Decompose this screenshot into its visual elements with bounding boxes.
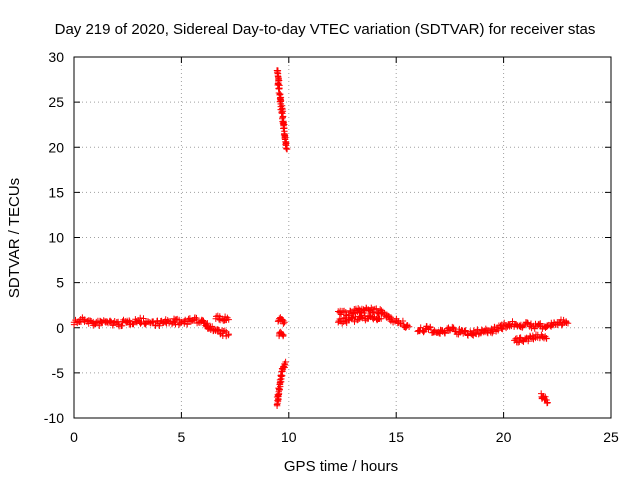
data-point-fill — [366, 312, 373, 319]
data-points — [70, 67, 572, 409]
data-point-fill — [543, 335, 550, 342]
y-tick-label: 20 — [48, 139, 64, 155]
data-point — [282, 358, 289, 366]
data-point-fill — [164, 317, 171, 324]
data-point-fill — [278, 109, 285, 116]
data-point-fill — [96, 322, 103, 329]
data-point-fill — [279, 332, 287, 340]
data-point-fill — [512, 335, 519, 343]
x-tick-label: 25 — [603, 429, 619, 445]
data-point-fill — [519, 323, 526, 330]
data-point-fill — [498, 325, 505, 332]
data-point-fill — [193, 314, 200, 322]
data-point-fill — [203, 321, 210, 328]
y-tick-label: 25 — [48, 94, 64, 110]
data-point-fill — [221, 327, 228, 334]
data-point-fill — [204, 320, 211, 327]
y-tick-label: 5 — [56, 275, 64, 291]
data-point-fill — [280, 124, 287, 132]
y-axis-label: SDTVAR / TECUs — [6, 178, 23, 298]
y-tick-label: -10 — [44, 410, 64, 426]
x-tick-label: 15 — [388, 429, 404, 445]
data-point-fill — [449, 323, 456, 331]
axis-ticks: 0 5 10 15 20 25 -10 -5 0 5 10 15 20 25 30 — [44, 49, 619, 445]
y-tick-label: 30 — [48, 49, 64, 65]
x-tick-label: 5 — [178, 429, 186, 445]
data-point-fill — [544, 399, 551, 406]
data-point-fill — [224, 314, 231, 321]
data-point-fill — [495, 327, 502, 334]
data-point-fill — [482, 325, 489, 332]
data-point-fill — [404, 322, 411, 329]
data-point-fill — [527, 321, 534, 329]
x-tick-label: 0 — [70, 429, 78, 445]
data-point-fill — [280, 363, 287, 370]
data-point-fill — [342, 309, 349, 316]
grid — [74, 57, 611, 418]
chart-title: Day 219 of 2020, Sidereal Day-to-day VTE… — [55, 21, 596, 38]
data-point-fill — [497, 322, 504, 329]
data-point-fill — [376, 315, 383, 322]
data-point-fill — [182, 316, 189, 324]
y-tick-label: -5 — [52, 365, 65, 381]
data-point-fill — [450, 324, 457, 331]
data-point-fill — [214, 326, 222, 333]
data-point-fill — [281, 361, 289, 369]
data-point-fill — [502, 324, 510, 332]
y-tick-label: 0 — [56, 320, 64, 336]
x-tick-label: 10 — [281, 429, 297, 445]
data-point-fill — [427, 323, 434, 331]
data-point-fill — [337, 311, 345, 318]
data-point-fill — [354, 316, 361, 324]
data-point-fill — [373, 305, 380, 312]
data-point-fill — [133, 318, 140, 325]
x-tick-label: 20 — [496, 429, 512, 445]
x-axis-label: GPS time / hours — [284, 458, 398, 475]
data-point-fill — [399, 317, 407, 325]
data-point-fill — [138, 319, 145, 326]
data-point-fill — [280, 320, 287, 327]
data-point-fill — [499, 325, 506, 333]
data-point-fill — [225, 331, 232, 339]
data-point-fill — [462, 327, 469, 334]
data-point-fill — [508, 322, 515, 330]
data-point-fill — [370, 308, 377, 316]
data-point-fill — [377, 306, 384, 313]
data-point-fill — [156, 322, 163, 329]
data-point-fill — [342, 318, 350, 325]
data-point-fill — [563, 319, 570, 326]
data-point-fill — [509, 318, 516, 325]
data-point-fill — [282, 144, 290, 152]
y-tick-label: 15 — [48, 184, 64, 200]
data-point-fill — [283, 145, 291, 153]
data-point-fill — [445, 327, 452, 334]
data-point-fill — [342, 314, 349, 321]
data-point-fill — [542, 393, 549, 400]
data-point-fill — [351, 318, 358, 325]
y-tick-label: 10 — [48, 230, 64, 246]
